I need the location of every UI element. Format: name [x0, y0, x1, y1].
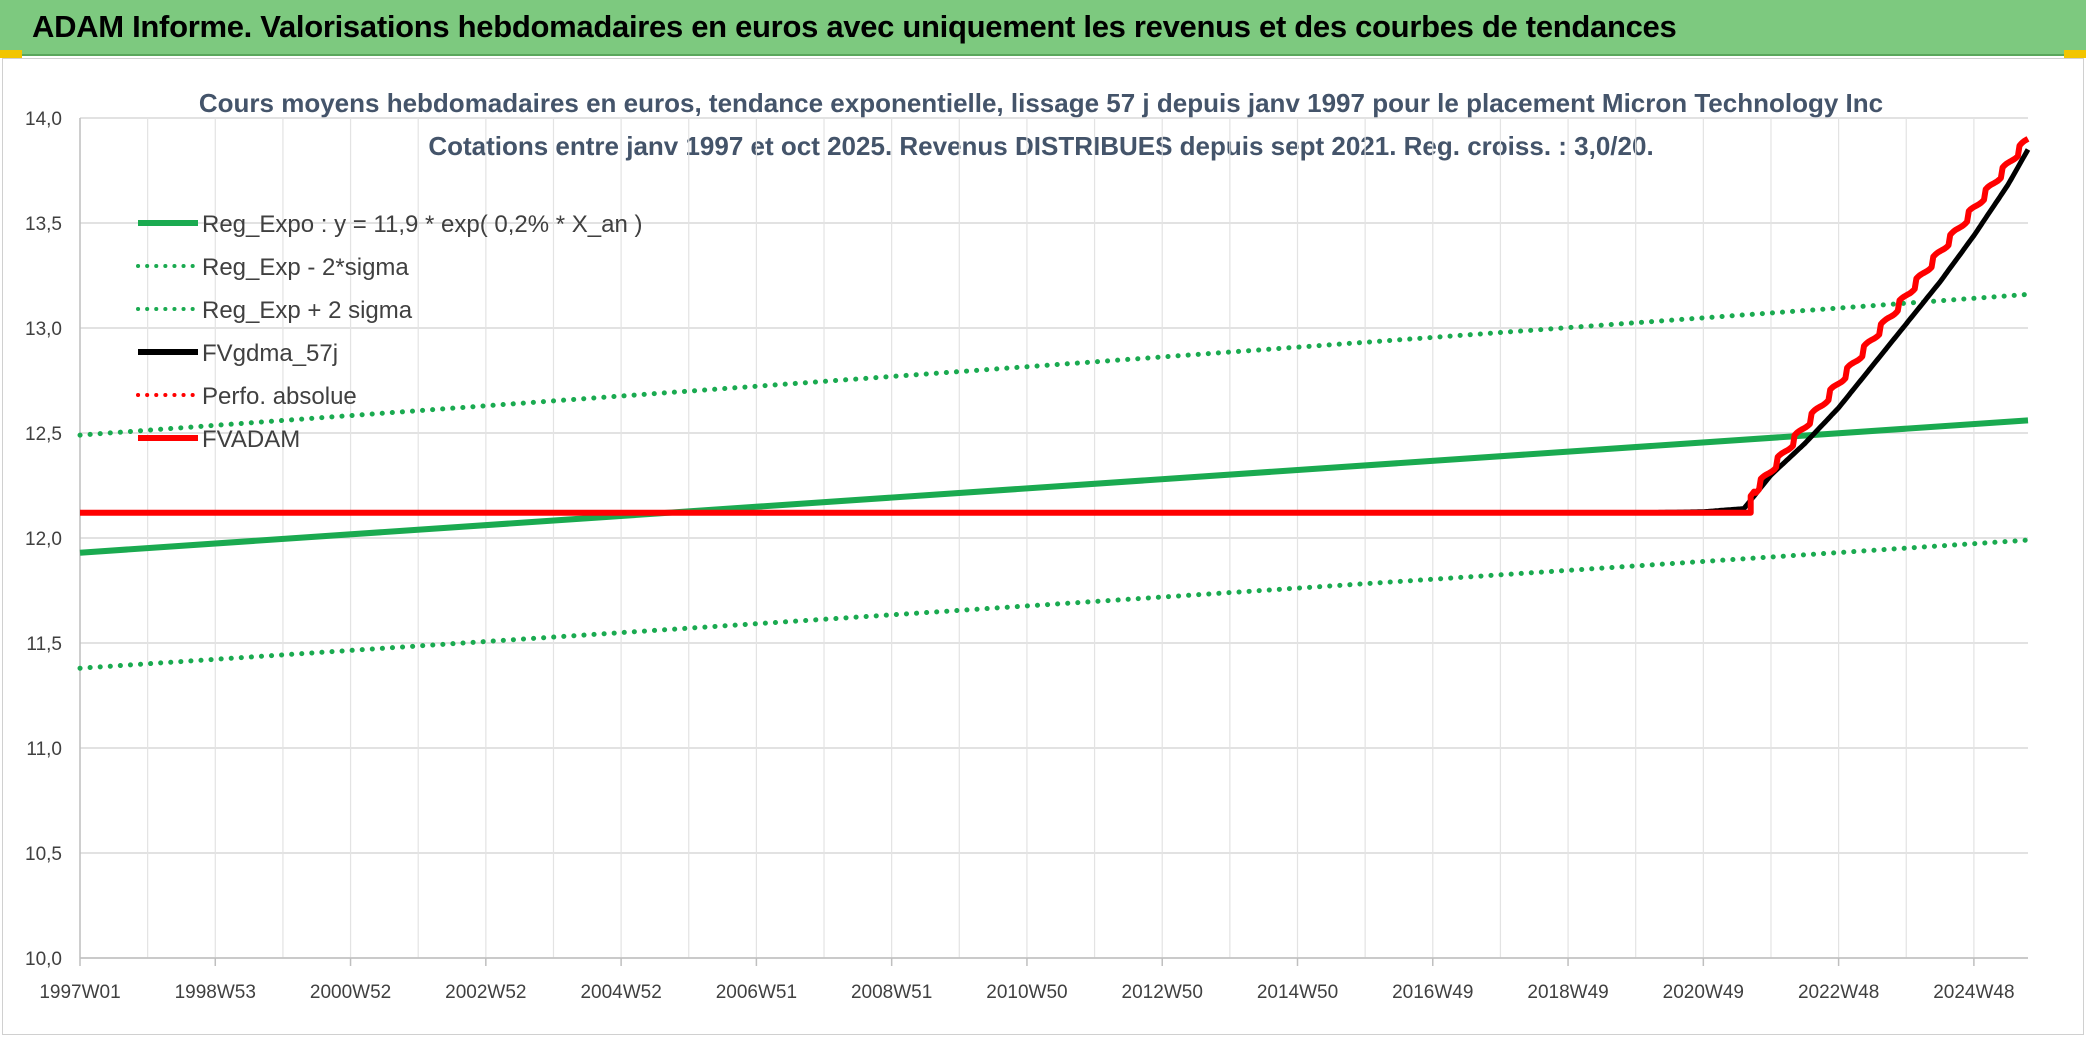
x-tick-label: 2018W49	[1527, 982, 1608, 1003]
x-tick-labels: 1997W01 1998W53 2000W52 2002W52 2004W52 2006W…	[39, 958, 2015, 1003]
y-tick-label: 10,0	[25, 949, 62, 970]
legend-label: Reg_Expo : y = 11,9 * exp( 0,2% * X_an )	[202, 211, 642, 238]
y-tick-label: 12,5	[25, 424, 62, 445]
legend-label: FVADAM	[202, 426, 300, 453]
series-line-reg-exp-2-sigma	[77, 537, 2031, 671]
corner-marker-right	[2064, 50, 2086, 58]
series-line-reg-exp-2-sigma	[77, 291, 2031, 438]
x-tick-label: 2014W50	[1257, 982, 1338, 1003]
y-tick-label: 10,5	[25, 844, 62, 865]
x-tick-label: 2012W50	[1122, 982, 1203, 1003]
y-tick-label: 11,5	[26, 634, 62, 655]
x-tick-label: 2020W49	[1663, 982, 1744, 1003]
x-tick-label: 2022W48	[1798, 982, 1879, 1003]
corner-marker-left	[0, 50, 22, 58]
x-tick-label: 2024W48	[1933, 982, 2014, 1003]
legend: Reg_Expo : y = 11,9 * exp( 0,2% * X_an )…	[136, 211, 642, 453]
chart-subtitle: Cotations entre janv 1997 et oct 2025. R…	[428, 131, 1653, 161]
x-tick-label: 2004W52	[580, 982, 661, 1003]
series-line-fvadam	[78, 136, 2030, 516]
chart-title: Cours moyens hebdomadaires en euros, ten…	[199, 88, 1883, 118]
chart-frame	[2, 58, 2084, 1035]
x-gridlines	[79, 118, 2028, 959]
x-tick-label: 2016W49	[1392, 982, 1473, 1003]
y-tick-label: 13,5	[25, 214, 62, 235]
legend-label: FVgdma_57j	[202, 340, 338, 367]
legend-label: Perfo. absolue	[202, 383, 357, 410]
legend-label: Reg_Exp - 2*sigma	[202, 254, 409, 281]
y-tick-label: 14,0	[25, 109, 62, 130]
legend-label: Reg_Exp + 2 sigma	[202, 297, 413, 324]
x-tick-label: 1998W53	[175, 982, 256, 1003]
y-gridlines	[80, 117, 2028, 959]
x-tick-label: 2000W52	[310, 982, 391, 1003]
series-line-reg-expo-y-11-9-exp-0-2-x-an-	[79, 417, 2029, 556]
report-banner: ADAM Informe. Valorisations hebdomadaire…	[0, 0, 2086, 56]
x-tick-label: 2006W51	[716, 982, 797, 1003]
x-tick-label: 2008W51	[851, 982, 932, 1003]
y-tick-labels: 10,0 10,5 11,0 11,5 12,0 12,5 13,0 13,5 14,0	[25, 109, 62, 970]
x-tick-label: 2002W52	[445, 982, 526, 1003]
y-tick-label: 12,0	[25, 529, 62, 550]
series-layer	[77, 136, 2031, 671]
x-tick-label: 2010W50	[986, 982, 1067, 1003]
report-title: ADAM Informe. Valorisations hebdomadaire…	[32, 9, 1677, 44]
y-tick-label: 13,0	[25, 319, 62, 340]
series-line-fvgdma-57j	[79, 148, 2031, 516]
y-tick-label: 11,0	[26, 739, 62, 760]
x-tick-label: 1997W01	[39, 982, 120, 1003]
